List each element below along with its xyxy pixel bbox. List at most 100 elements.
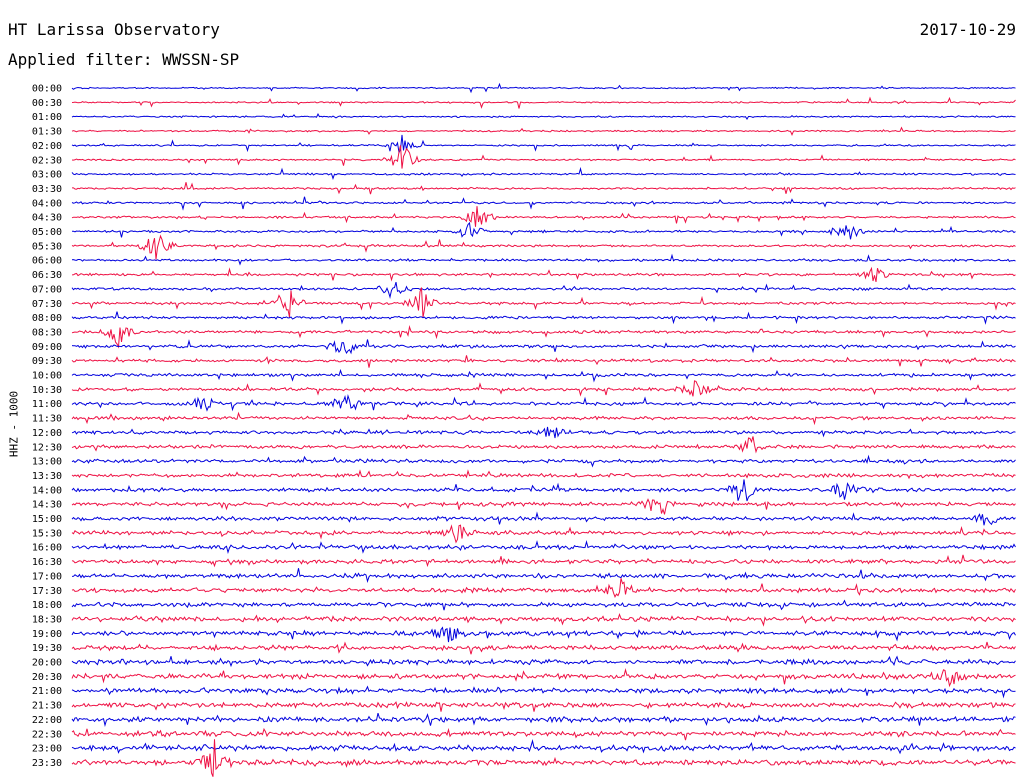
row-time-label: 12:30 — [32, 442, 62, 453]
row-time-label: 09:00 — [32, 342, 62, 353]
seismic-trace-line — [71, 281, 1016, 299]
seismic-trace-line — [71, 739, 1016, 777]
row-time-label: 22:30 — [32, 729, 62, 740]
row-time-label: 20:30 — [32, 672, 62, 683]
seismic-trace-line — [71, 287, 1016, 318]
seismic-trace-line — [71, 554, 1016, 568]
row-time-label: 05:30 — [32, 241, 62, 252]
seismic-trace-line — [71, 145, 1016, 169]
row-time-label: 18:30 — [32, 614, 62, 625]
row-time-label: 16:00 — [32, 543, 62, 554]
row-time-label: 06:30 — [32, 270, 62, 281]
row-time-label: 13:00 — [32, 457, 62, 468]
seismic-trace-line — [71, 380, 1016, 397]
row-time-label: 11:30 — [32, 414, 62, 425]
row-time-label: 09:30 — [32, 356, 62, 367]
row-time-label: 04:00 — [32, 198, 62, 209]
row-time-label: 17:00 — [32, 571, 62, 582]
seismic-trace-line — [71, 394, 1016, 412]
seismic-trace-line — [71, 599, 1016, 611]
row-time-label: 05:00 — [32, 227, 62, 238]
seismic-trace-line — [71, 498, 1016, 515]
row-time-label: 23:00 — [32, 744, 62, 755]
seismic-trace-line — [71, 234, 1016, 260]
station-title: HT Larissa Observatory — [8, 20, 220, 39]
seismic-trace-line — [71, 206, 1016, 227]
seismic-trace-line — [71, 727, 1016, 741]
row-time-label: 15:00 — [32, 514, 62, 525]
seismic-trace-line — [71, 685, 1016, 699]
seismic-trace-line — [71, 96, 1016, 109]
row-time-label: 06:00 — [32, 256, 62, 267]
row-time-label: 14:30 — [32, 500, 62, 511]
seismic-trace-line — [71, 113, 1016, 120]
row-time-label: 02:30 — [32, 155, 62, 166]
seismic-trace-line — [71, 454, 1016, 468]
seismic-trace-line — [71, 578, 1016, 598]
row-time-label: 12:00 — [32, 428, 62, 439]
row-time-label: 13:30 — [32, 471, 62, 482]
row-time-label: 10:00 — [32, 371, 62, 382]
row-time-label: 00:30 — [32, 98, 62, 109]
seismic-trace-line — [71, 134, 1016, 155]
row-time-label: 22:00 — [32, 715, 62, 726]
seismic-trace-line — [71, 325, 1016, 349]
row-time-label: 18:00 — [32, 600, 62, 611]
seismic-trace-line — [71, 82, 1016, 94]
seismic-trace-line — [71, 712, 1016, 728]
row-time-label: 15:30 — [32, 528, 62, 539]
seismic-trace-line — [71, 739, 1016, 755]
row-time-label: 21:00 — [32, 686, 62, 697]
row-time-label: 00:00 — [32, 84, 62, 95]
row-time-label: 20:00 — [32, 658, 62, 669]
seismic-trace-line — [71, 469, 1016, 480]
row-time-label: 23:30 — [32, 758, 62, 769]
row-time-label: 03:30 — [32, 184, 62, 195]
row-time-label: 17:30 — [32, 586, 62, 597]
seismic-trace-line — [71, 641, 1016, 655]
row-time-label: 16:30 — [32, 557, 62, 568]
seismic-trace-line — [71, 612, 1016, 627]
row-time-label: 01:30 — [32, 127, 62, 138]
seismic-trace-line — [72, 182, 1016, 195]
seismic-trace-line — [72, 221, 1016, 240]
seismic-trace-line — [71, 626, 1016, 643]
seismic-trace-line — [71, 539, 1016, 554]
seismic-trace-line — [71, 166, 1016, 180]
row-time-label: 01:00 — [32, 112, 62, 123]
row-time-label: 11:00 — [32, 399, 62, 410]
seismic-trace-line — [71, 339, 1016, 355]
row-time-label: 19:00 — [32, 629, 62, 640]
seismic-trace-line — [71, 266, 1016, 283]
row-time-label: 14:00 — [32, 485, 62, 496]
seismic-trace-line — [71, 667, 1016, 688]
row-time-label: 08:30 — [32, 327, 62, 338]
seismic-trace-line — [71, 479, 1016, 502]
seismic-trace-line — [71, 126, 1016, 136]
seismic-trace-line — [71, 196, 1016, 211]
seismic-trace-line — [71, 426, 1016, 439]
seismic-trace-line — [71, 411, 1016, 426]
row-time-label: 02:00 — [32, 141, 62, 152]
seismic-trace-line — [71, 253, 1016, 266]
row-time-label: 07:00 — [32, 284, 62, 295]
seismic-trace-line — [71, 368, 1016, 383]
seismic-trace-line — [71, 568, 1016, 584]
seismic-trace-line — [71, 701, 1016, 712]
row-time-label: 04:30 — [32, 213, 62, 224]
row-time-label: 03:00 — [32, 170, 62, 181]
row-time-label: 10:30 — [32, 385, 62, 396]
filter-label: Applied filter: WWSSN-SP — [8, 50, 240, 69]
seismic-trace-line — [71, 355, 1016, 368]
date-label: 2017-10-29 — [919, 20, 1016, 39]
seismic-trace-line — [71, 311, 1016, 325]
seismic-trace-line — [71, 436, 1016, 454]
row-time-label: 07:30 — [32, 299, 62, 310]
seismic-trace-line — [71, 511, 1016, 526]
row-time-label: 19:30 — [32, 643, 62, 654]
row-time-label: 08:00 — [32, 313, 62, 324]
row-time-label: 21:30 — [32, 701, 62, 712]
seismic-trace-line — [71, 655, 1016, 668]
seismic-trace-line — [71, 524, 1016, 544]
